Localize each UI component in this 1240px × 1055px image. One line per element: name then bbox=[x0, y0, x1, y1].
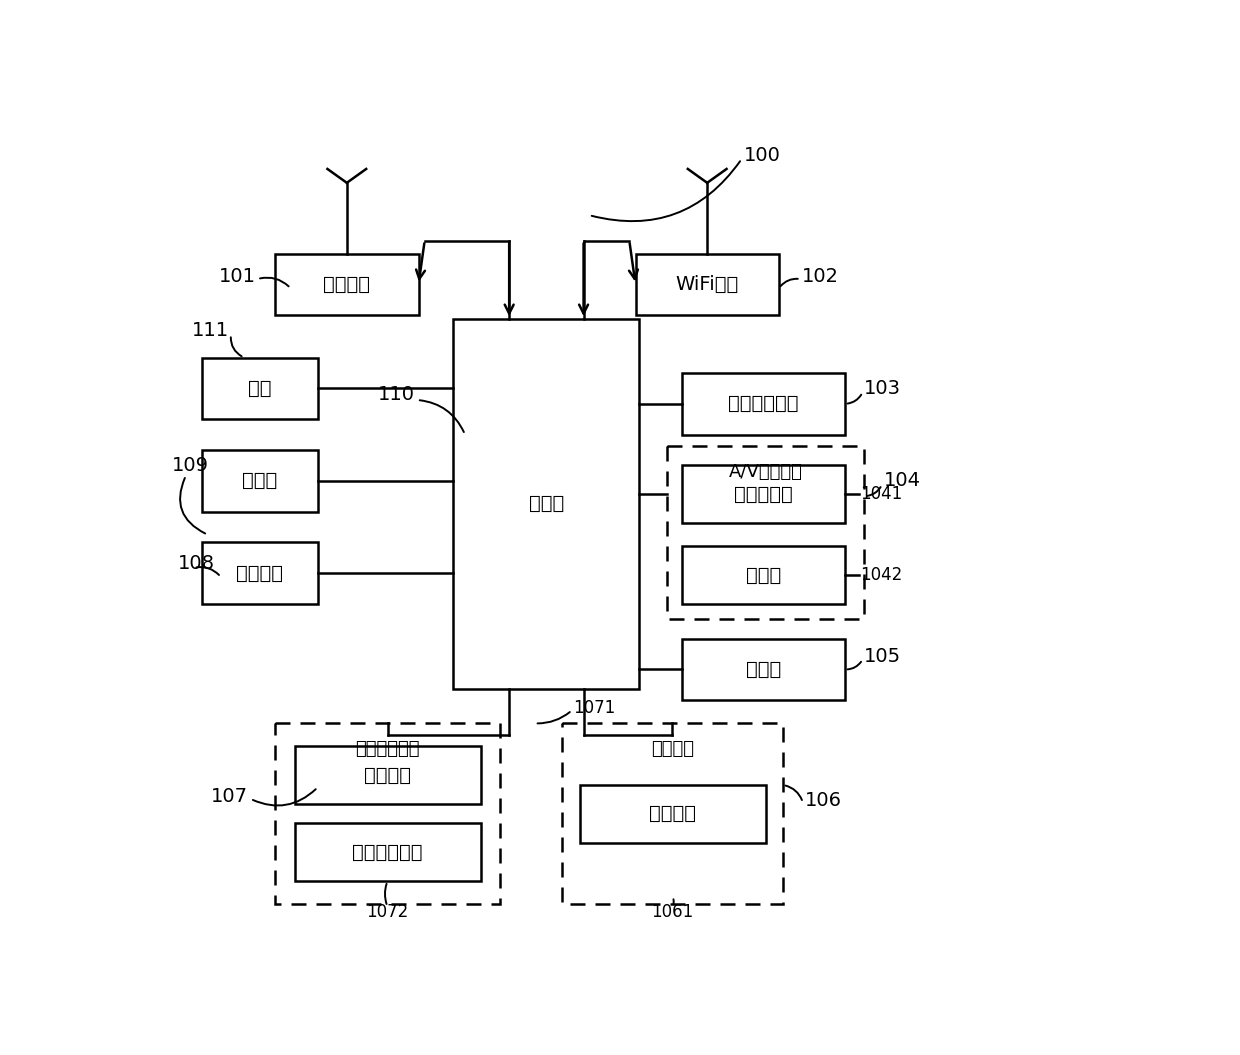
Text: 射频单元: 射频单元 bbox=[324, 275, 371, 294]
Text: 处理器: 处理器 bbox=[528, 495, 564, 514]
Bar bbox=[295, 824, 481, 881]
Bar bbox=[201, 358, 317, 419]
Text: 1061: 1061 bbox=[651, 903, 694, 921]
Text: 107: 107 bbox=[211, 787, 248, 806]
Text: 104: 104 bbox=[883, 472, 920, 491]
Text: 电源: 电源 bbox=[248, 379, 272, 398]
Bar bbox=[667, 446, 864, 619]
Text: 1072: 1072 bbox=[366, 903, 409, 921]
Text: 接口单元: 接口单元 bbox=[236, 563, 283, 582]
Text: 图形处理器: 图形处理器 bbox=[734, 485, 792, 504]
Text: 102: 102 bbox=[802, 267, 839, 286]
Text: 103: 103 bbox=[864, 379, 901, 398]
Text: 111: 111 bbox=[191, 321, 228, 340]
Text: 麦克风: 麦克风 bbox=[745, 565, 781, 584]
Bar bbox=[562, 724, 782, 904]
Text: 其他输入设备: 其他输入设备 bbox=[352, 843, 423, 862]
Text: A/V输入单元: A/V输入单元 bbox=[728, 463, 802, 481]
Text: 1042: 1042 bbox=[861, 565, 903, 583]
Text: 传感器: 传感器 bbox=[745, 660, 781, 679]
Bar bbox=[201, 450, 317, 512]
Text: 存储器: 存储器 bbox=[242, 472, 278, 491]
Bar bbox=[682, 465, 844, 523]
Bar bbox=[682, 546, 844, 605]
Text: 109: 109 bbox=[172, 456, 210, 475]
Bar bbox=[580, 785, 766, 843]
Text: WiFi模块: WiFi模块 bbox=[676, 275, 739, 294]
Bar bbox=[454, 319, 640, 689]
Bar bbox=[635, 253, 779, 315]
Text: 触控面板: 触控面板 bbox=[365, 766, 410, 785]
Text: 105: 105 bbox=[864, 647, 901, 666]
Text: 100: 100 bbox=[744, 147, 781, 166]
Bar bbox=[275, 253, 419, 315]
Text: 106: 106 bbox=[805, 791, 842, 810]
Text: 1041: 1041 bbox=[861, 485, 903, 503]
Bar bbox=[682, 638, 844, 701]
Text: 音频输出单元: 音频输出单元 bbox=[728, 395, 799, 414]
Bar bbox=[295, 747, 481, 804]
Bar bbox=[275, 724, 500, 904]
Text: 110: 110 bbox=[378, 385, 414, 404]
Bar bbox=[682, 373, 844, 435]
Text: 显示面板: 显示面板 bbox=[650, 804, 696, 823]
Text: 101: 101 bbox=[218, 267, 255, 286]
Text: 用户输入单元: 用户输入单元 bbox=[355, 741, 420, 759]
Bar bbox=[201, 542, 317, 605]
Text: 1071: 1071 bbox=[573, 699, 616, 717]
Text: 显示单元: 显示单元 bbox=[651, 741, 694, 759]
Text: 108: 108 bbox=[179, 555, 216, 574]
